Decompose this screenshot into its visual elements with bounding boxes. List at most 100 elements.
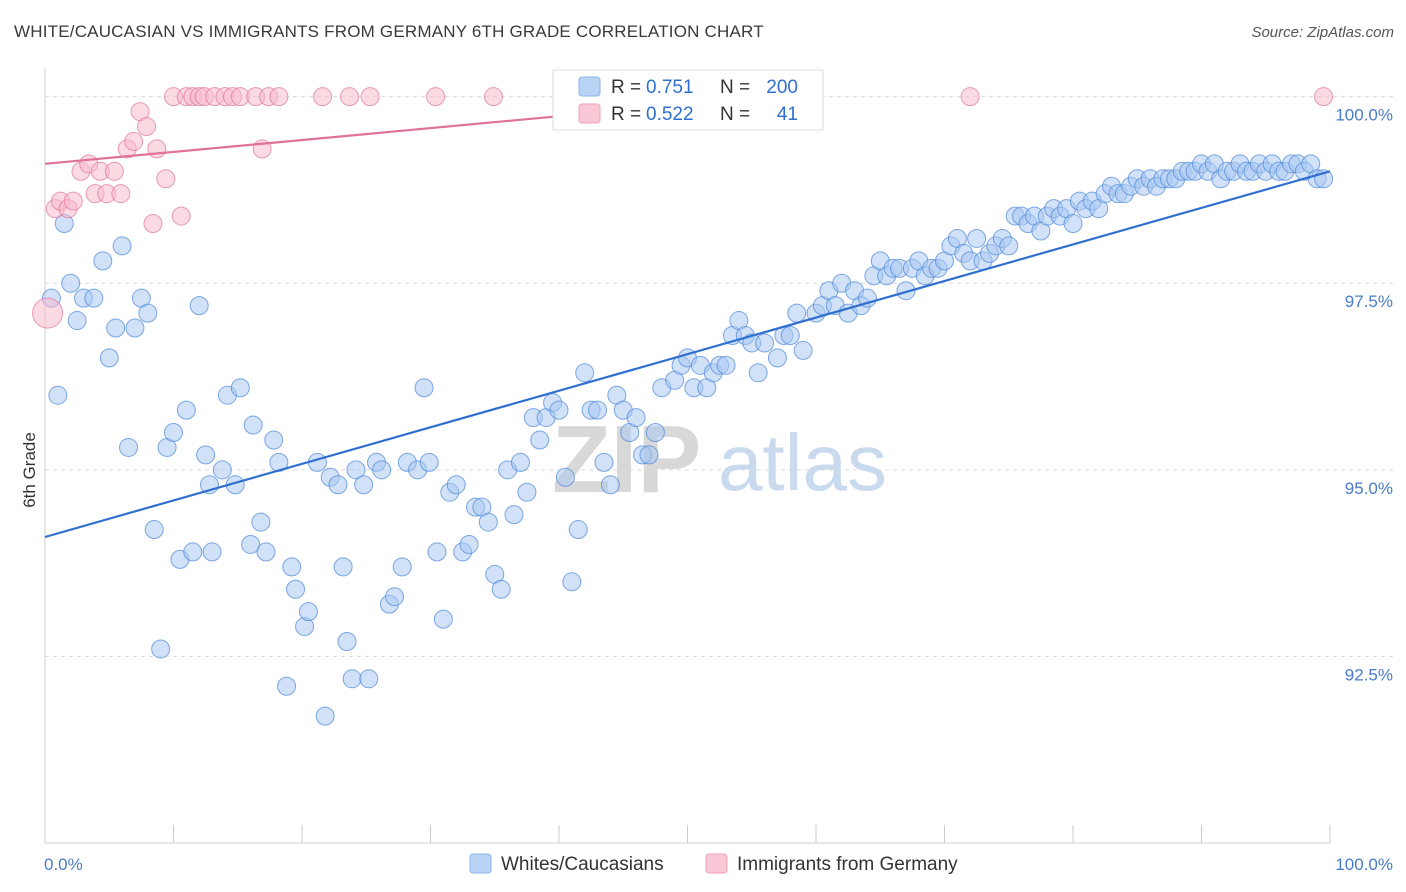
y-tick-labels: 92.5% 95.0% 97.5% 100.0%	[1335, 106, 1393, 685]
trend-lines	[44, 106, 1331, 539]
legend-r-label-2: R =	[611, 104, 641, 125]
legend-r-label-1: R =	[611, 77, 641, 98]
whites-point	[315, 706, 335, 726]
germany-point	[426, 87, 446, 107]
whites-point	[48, 385, 68, 405]
germany-point	[960, 87, 980, 107]
whites-point	[106, 318, 126, 338]
bottom-legend-label-blue: Whites/Caucasians	[501, 854, 664, 875]
legend-n-value-2: 41	[777, 104, 798, 125]
germany-point	[269, 87, 289, 107]
whites-point	[433, 609, 453, 629]
germany-point	[147, 139, 167, 159]
bottom-legend-swatch-pink	[705, 853, 728, 874]
whites-point	[575, 363, 595, 383]
x-tick-label-max: 100.0%	[1335, 855, 1393, 874]
legend-n-value-1: 200	[766, 77, 798, 98]
whites-point	[164, 423, 183, 443]
whites-point	[626, 408, 646, 428]
whites-point	[230, 378, 250, 398]
whites-point	[67, 311, 87, 331]
whites-point	[84, 288, 104, 308]
germany-point	[313, 87, 333, 107]
whites-point	[504, 505, 524, 525]
whites-point	[99, 348, 119, 368]
legend-n-label-1: N =	[720, 77, 750, 98]
whites-point	[755, 333, 775, 353]
whites-point	[780, 325, 800, 345]
whites-point	[151, 639, 171, 659]
watermark-atlas: atlas	[718, 418, 887, 507]
legend-n-label-2: N =	[720, 104, 750, 125]
whites-point	[354, 475, 374, 495]
germany-trend-line	[44, 106, 650, 165]
whites-point	[328, 475, 348, 495]
whites-point	[517, 482, 537, 502]
chart-title: WHITE/CAUCASIAN VS IMMIGRANTS FROM GERMA…	[14, 22, 764, 41]
whites-point	[372, 460, 392, 480]
germany-point	[156, 169, 176, 189]
whites-point	[286, 579, 306, 599]
bottom-legend: Whites/Caucasians Immigrants from German…	[469, 853, 958, 875]
germany-point	[32, 297, 64, 329]
germany-point	[104, 161, 124, 181]
whites-point	[999, 236, 1019, 256]
whites-point	[138, 303, 158, 323]
whites-point	[385, 587, 405, 607]
y-tick-label: 100.0%	[1335, 106, 1393, 125]
whites-point	[251, 512, 271, 532]
legend-r-value-2: 0.522	[646, 104, 694, 125]
germany-point	[171, 206, 191, 226]
germany-point	[124, 131, 144, 151]
watermark-zip: ZIP	[552, 406, 701, 513]
whites-point	[427, 542, 447, 562]
legend-r-value-1: 0.751	[646, 77, 694, 98]
whites-point	[562, 572, 582, 592]
whites-point	[555, 467, 575, 487]
whites-point	[196, 445, 216, 465]
whites-point	[748, 363, 768, 383]
bottom-legend-swatch-blue	[469, 853, 492, 874]
whites-point	[256, 542, 276, 562]
whites-point	[716, 355, 736, 375]
whites-point	[119, 437, 139, 457]
germany-point	[111, 184, 131, 204]
whites-point	[767, 348, 787, 368]
x-tick-label-min: 0.0%	[44, 855, 83, 874]
whites-point	[549, 400, 569, 420]
whites-point	[359, 669, 379, 689]
source-label: Source: ZipAtlas.com	[1251, 24, 1394, 41]
whites-point	[112, 236, 132, 256]
axes	[44, 68, 1331, 844]
germany-point	[63, 191, 83, 211]
whites-point	[645, 423, 665, 443]
germany-point	[143, 214, 163, 234]
whites-point	[414, 378, 434, 398]
whites-point	[337, 631, 357, 651]
germany-point	[483, 87, 503, 107]
whites-point	[530, 430, 550, 450]
whites-point	[600, 475, 620, 495]
whites-point	[144, 520, 164, 540]
whites-point	[967, 228, 987, 248]
whites-point	[212, 460, 232, 480]
whites-point	[333, 557, 353, 577]
whites-point	[241, 534, 261, 554]
whites-point	[510, 452, 530, 472]
whites-point	[61, 273, 81, 293]
whites-point	[491, 579, 511, 599]
legend-swatch-blue	[578, 76, 601, 97]
y-axis-label: 6th Grade	[20, 432, 39, 508]
y-tick-label: 92.5%	[1345, 665, 1393, 684]
germany-point	[137, 117, 157, 137]
whites-point	[277, 676, 297, 696]
whites-point	[392, 557, 412, 577]
whites-point	[183, 542, 203, 562]
legend-swatch-pink	[578, 103, 601, 124]
whites-point	[189, 296, 209, 316]
whites-point	[282, 557, 302, 577]
whites-point	[787, 303, 807, 323]
whites-point	[419, 452, 439, 472]
y-tick-label: 97.5%	[1345, 292, 1393, 311]
germany-point	[1314, 87, 1334, 107]
